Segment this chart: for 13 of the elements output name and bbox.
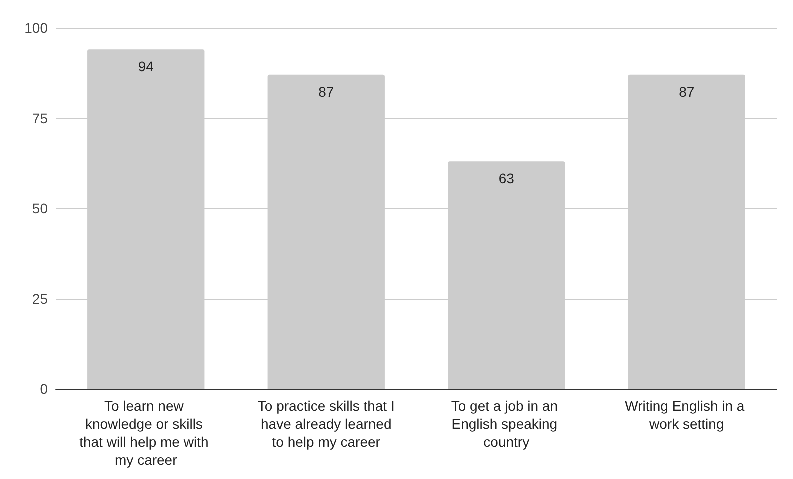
- x-tick-label: To learn new knowledge or skills that will help me with my career: [80, 398, 213, 468]
- data-label: 94: [138, 58, 154, 75]
- x-tick-label: To get a job in an English speaking country: [451, 398, 562, 450]
- data-label: 63: [498, 170, 515, 187]
- data-label: 87: [679, 84, 695, 100]
- y-tick-label: 50: [32, 200, 48, 216]
- y-tick-label: 0: [40, 381, 48, 397]
- x-tick-label: To practice skills that I have already learned to help my career: [257, 398, 396, 450]
- y-tick-label: 100: [24, 20, 48, 36]
- y-tick-label: 25: [32, 290, 48, 307]
- x-tick-label: Writing English in a work setting: [625, 398, 749, 432]
- y-tick-label: 75: [32, 110, 48, 126]
- data-label: 87: [318, 84, 334, 100]
